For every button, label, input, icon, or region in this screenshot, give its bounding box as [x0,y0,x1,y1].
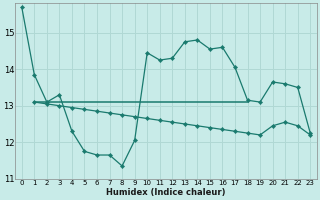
X-axis label: Humidex (Indice chaleur): Humidex (Indice chaleur) [106,188,226,197]
